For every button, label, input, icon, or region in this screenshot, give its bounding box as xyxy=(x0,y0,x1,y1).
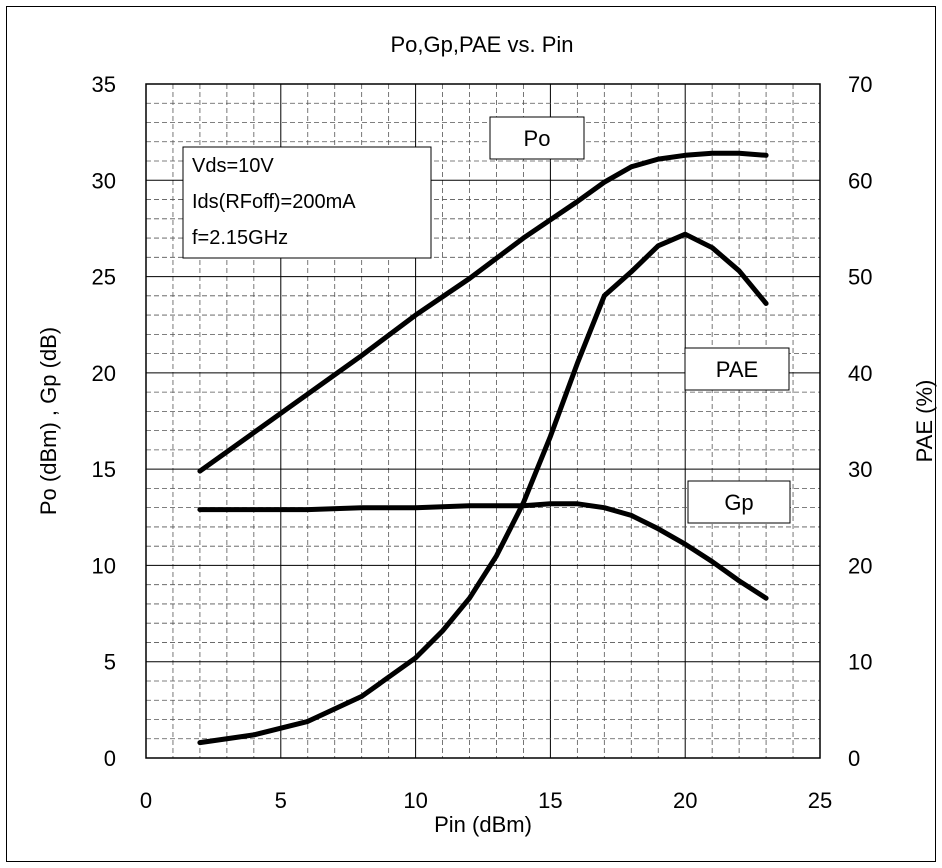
y2-tick-label: 20 xyxy=(848,553,872,578)
series-lines xyxy=(197,150,769,746)
y2-tick-label: 70 xyxy=(848,72,872,97)
x-axis-label: Pin (dBm) xyxy=(434,812,532,837)
x-tick-label: 25 xyxy=(808,788,832,813)
conditions-box: Vds=10V Ids(RFoff)=200mA f=2.15GHz xyxy=(182,146,432,259)
y-tick-label: 5 xyxy=(104,650,116,675)
plot-area xyxy=(145,83,821,759)
y-tick-label: 30 xyxy=(92,168,116,193)
x-tick-label: 5 xyxy=(275,788,287,813)
y2-tick-label: 40 xyxy=(848,361,872,386)
series-line-gp xyxy=(197,501,769,601)
y2-axis-label: PAE (%) xyxy=(912,380,937,463)
y-tick-label: 25 xyxy=(92,265,116,290)
y-tick-label: 35 xyxy=(92,72,116,97)
x-tick-label: 20 xyxy=(673,788,697,813)
tick-labels: 0 5 10 15 20 25 0 5 10 15 20 25 30 35 0 10 20 30 40 50 60 70 xyxy=(92,72,873,813)
x-tick-label: 10 xyxy=(403,788,427,813)
y2-tick-label: 50 xyxy=(848,265,872,290)
condition-freq: f=2.15GHz xyxy=(192,227,288,249)
y-tick-label: 20 xyxy=(92,361,116,386)
gp-label: Gp xyxy=(724,490,753,515)
y2-tick-label: 60 xyxy=(848,168,872,193)
x-tick-label: 15 xyxy=(538,788,562,813)
y-axis-label: Po (dBm) , Gp (dB) xyxy=(36,327,61,515)
y2-tick-label: 30 xyxy=(848,457,872,482)
series-line-po xyxy=(197,150,769,474)
y-tick-label: 0 xyxy=(104,746,116,771)
po-label: Po xyxy=(524,126,551,151)
series-line-pae xyxy=(197,231,769,746)
condition-vds: Vds=10V xyxy=(192,155,274,177)
y-tick-label: 15 xyxy=(92,457,116,482)
pae-label-box: PAE xyxy=(684,347,790,391)
y2-tick-label: 10 xyxy=(848,650,872,675)
gp-label-box: Gp xyxy=(687,480,791,524)
x-tick-label: 0 xyxy=(140,788,152,813)
y2-tick-label: 0 xyxy=(848,746,860,771)
po-label-box: Po xyxy=(489,116,585,160)
chart-title: Po,Gp,PAE vs. Pin xyxy=(390,32,573,57)
condition-ids: Ids(RFoff)=200mA xyxy=(192,191,356,213)
y-tick-label: 10 xyxy=(92,553,116,578)
pae-label: PAE xyxy=(716,357,758,382)
